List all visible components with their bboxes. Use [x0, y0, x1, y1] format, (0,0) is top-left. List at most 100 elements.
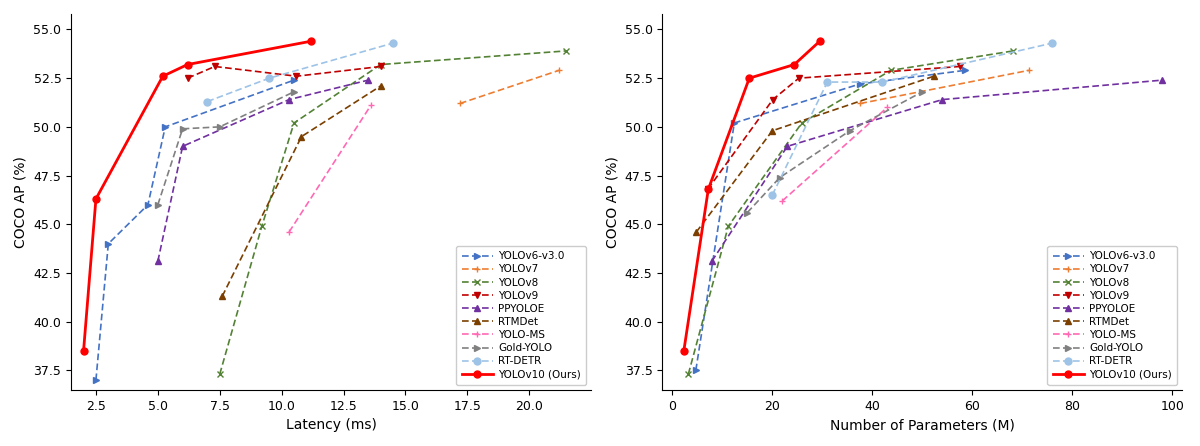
Gold-YOLO	[151, 202, 166, 207]
Y-axis label: COCO AP (%): COCO AP (%)	[605, 156, 619, 248]
Line: YOLOv7: YOLOv7	[456, 67, 563, 107]
Line: YOLOv8: YOLOv8	[216, 47, 570, 378]
YOLOv10 (Ours)	[701, 186, 715, 192]
Line: PPYOLOE: PPYOLOE	[155, 77, 372, 265]
YOLOv10 (Ours)	[812, 38, 827, 44]
YOLOv10 (Ours)	[304, 38, 318, 44]
PPYOLOE	[151, 259, 166, 264]
Line: YOLOv9: YOLOv9	[184, 63, 384, 82]
RTMDet	[215, 293, 229, 299]
YOLOv7	[853, 101, 868, 106]
Gold-YOLO	[212, 124, 227, 129]
Line: RTMDet: RTMDet	[692, 73, 937, 235]
YOLOv7	[552, 68, 566, 73]
YOLOv6-v3.0	[958, 68, 972, 73]
YOLOv6-v3.0	[89, 377, 103, 383]
YOLOv6-v3.0	[287, 78, 301, 83]
YOLOv6-v3.0	[853, 81, 868, 87]
YOLOv6-v3.0	[158, 124, 173, 129]
PPYOLOE	[361, 78, 376, 83]
YOLOv8	[373, 62, 388, 67]
Line: RT-DETR: RT-DETR	[204, 40, 396, 105]
YOLOv8	[1006, 48, 1020, 54]
YOLOv9	[953, 64, 967, 69]
YOLO-MS	[364, 103, 378, 108]
RT-DETR	[1045, 41, 1060, 46]
Line: RT-DETR: RT-DETR	[769, 40, 1056, 198]
Line: YOLOv9: YOLOv9	[704, 63, 964, 193]
Legend: YOLOv6-v3.0, YOLOv7, YOLOv8, YOLOv9, PPYOLOE, RTMDet, YOLO-MS, Gold-YOLO, RT-DET: YOLOv6-v3.0, YOLOv7, YOLOv8, YOLOv9, PPY…	[456, 246, 586, 384]
RTMDet	[766, 128, 780, 133]
RTMDet	[689, 229, 703, 235]
Line: Gold-YOLO: Gold-YOLO	[744, 88, 925, 216]
RT-DETR	[766, 192, 780, 198]
YOLOv8	[682, 372, 696, 377]
YOLO-MS	[775, 198, 790, 203]
PPYOLOE	[282, 97, 296, 102]
YOLOv8	[287, 120, 301, 126]
YOLO-MS	[282, 229, 296, 235]
YOLOv8	[721, 223, 736, 229]
YOLOv7	[1021, 68, 1036, 73]
YOLOv9	[208, 64, 222, 69]
Legend: YOLOv6-v3.0, YOLOv7, YOLOv8, YOLOv9, PPYOLOE, RTMDet, YOLO-MS, Gold-YOLO, RT-DET: YOLOv6-v3.0, YOLOv7, YOLOv8, YOLOv9, PPY…	[1048, 246, 1177, 384]
X-axis label: Latency (ms): Latency (ms)	[286, 418, 377, 432]
YOLOv10 (Ours)	[156, 74, 170, 79]
Line: YOLO-MS: YOLO-MS	[286, 102, 374, 235]
YOLOv9	[289, 74, 304, 79]
YOLOv10 (Ours)	[180, 62, 194, 67]
YOLOv6-v3.0	[140, 202, 155, 207]
Gold-YOLO	[740, 210, 755, 215]
RT-DETR	[262, 75, 276, 81]
Line: YOLOv6-v3.0: YOLOv6-v3.0	[692, 67, 968, 374]
Gold-YOLO	[773, 175, 787, 180]
YOLOv6-v3.0	[101, 241, 115, 247]
Line: YOLOv7: YOLOv7	[857, 67, 1032, 107]
Line: Gold-YOLO: Gold-YOLO	[155, 88, 298, 208]
YOLOv9	[766, 97, 780, 102]
YOLOv9	[701, 186, 715, 192]
Line: YOLO-MS: YOLO-MS	[779, 104, 890, 204]
YOLOv9	[180, 75, 194, 81]
Y-axis label: COCO AP (%): COCO AP (%)	[14, 156, 28, 248]
RT-DETR	[820, 79, 834, 85]
YOLO-MS	[880, 105, 894, 110]
YOLOv8	[794, 120, 809, 126]
YOLOv6-v3.0	[727, 120, 742, 126]
PPYOLOE	[935, 97, 949, 102]
Line: YOLOv6-v3.0: YOLOv6-v3.0	[92, 77, 298, 384]
YOLOv9	[373, 64, 388, 69]
PPYOLOE	[1156, 78, 1170, 83]
PPYOLOE	[175, 144, 190, 149]
YOLOv10 (Ours)	[787, 62, 802, 67]
Line: YOLOv10 (Ours): YOLOv10 (Ours)	[80, 38, 314, 355]
Gold-YOLO	[287, 89, 301, 95]
YOLOv8	[559, 48, 574, 54]
YOLOv10 (Ours)	[677, 348, 691, 354]
RTMDet	[926, 74, 941, 79]
YOLOv8	[254, 223, 269, 229]
PPYOLOE	[704, 259, 719, 264]
RTMDet	[373, 83, 388, 89]
YOLOv7	[452, 101, 467, 106]
RT-DETR	[386, 41, 401, 46]
YOLOv10 (Ours)	[89, 196, 103, 202]
YOLOv6-v3.0	[689, 368, 703, 373]
PPYOLOE	[780, 144, 794, 149]
YOLOv9	[792, 75, 806, 81]
Line: PPYOLOE: PPYOLOE	[708, 77, 1165, 265]
RTMDet	[294, 134, 308, 139]
YOLOv10 (Ours)	[742, 75, 756, 81]
Gold-YOLO	[842, 128, 857, 133]
Gold-YOLO	[916, 89, 930, 95]
Line: YOLOv8: YOLOv8	[685, 47, 1016, 378]
RT-DETR	[200, 99, 215, 104]
RT-DETR	[875, 79, 889, 85]
Line: RTMDet: RTMDet	[218, 83, 384, 300]
Gold-YOLO	[175, 126, 190, 132]
YOLOv8	[883, 68, 898, 73]
YOLOv10 (Ours)	[77, 348, 91, 354]
YOLOv8	[212, 372, 227, 377]
Line: YOLOv10 (Ours): YOLOv10 (Ours)	[680, 38, 823, 355]
X-axis label: Number of Parameters (M): Number of Parameters (M)	[830, 418, 1015, 432]
